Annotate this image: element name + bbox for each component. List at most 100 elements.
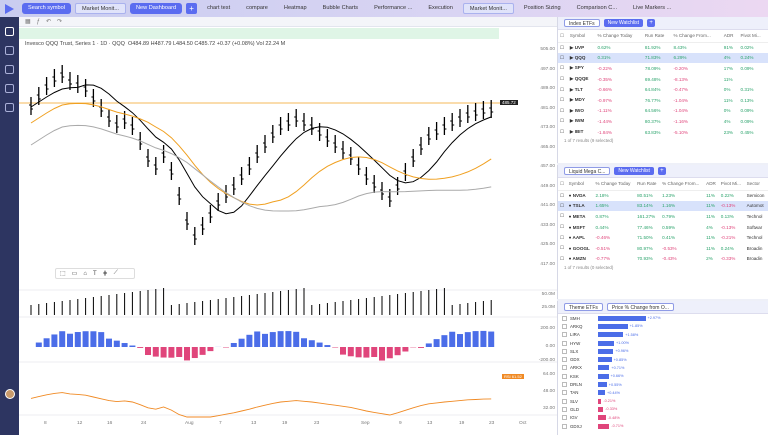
row-checkbox[interactable] <box>562 406 567 412</box>
column-header[interactable]: Symbol <box>566 178 594 191</box>
theme-row[interactable]: DRLN +0.55% <box>558 380 768 388</box>
row-checkbox[interactable]: ☐ <box>560 245 565 251</box>
tab-execution[interactable]: Execution <box>428 5 453 11</box>
row-checkbox[interactable]: ☐ <box>560 65 565 71</box>
theme-row[interactable]: ARKQ +1.85% <box>558 322 768 330</box>
theme-list-selector[interactable]: Theme ETFs <box>564 303 603 311</box>
tab-chart-test[interactable]: chart test <box>207 5 231 11</box>
tab-performance[interactable]: Performance ... <box>374 5 413 11</box>
theme-row[interactable]: SMH +2.97% <box>558 314 768 322</box>
theme-row[interactable]: LIRA +1.58% <box>558 331 768 339</box>
theme-row[interactable]: KSK +0.66% <box>558 372 768 380</box>
table-row[interactable]: ☐ ● AAPL -0.46% 71.50% 0.41% 11% -0.21% Technol <box>558 232 768 243</box>
search-symbol-button[interactable]: Search symbol <box>22 3 71 14</box>
settings-icon[interactable] <box>5 103 14 112</box>
row-checkbox[interactable] <box>562 415 567 421</box>
watchlist-selector-2[interactable]: Liquid Mega C... <box>564 167 611 175</box>
row-checkbox[interactable]: ☐ <box>560 97 565 103</box>
column-header[interactable]: % Change Today <box>593 178 636 191</box>
column-header[interactable]: ADR <box>721 30 739 43</box>
row-checkbox[interactable] <box>562 382 567 388</box>
row-checkbox[interactable]: ☐ <box>560 192 565 198</box>
column-header[interactable]: Sector <box>744 178 768 191</box>
theme-row[interactable]: IGV -0.48% <box>558 414 768 422</box>
table-row[interactable]: ☐ ● META 0.87% 161.27% 0.79% 11% 0.13% Technol <box>558 211 768 222</box>
row-checkbox[interactable] <box>562 315 567 321</box>
calendar-icon[interactable] <box>5 65 14 74</box>
row-checkbox[interactable]: ☐ <box>560 213 565 219</box>
row-checkbox[interactable] <box>562 332 567 338</box>
table-row[interactable]: ☐ ▶ UVP 0.62% 81.92% 8.43% 91% 0.02% <box>558 42 768 53</box>
add-button-2[interactable]: + <box>657 167 666 175</box>
theme-row[interactable]: GDXJ -0.71% <box>558 422 768 430</box>
rect-tool-icon[interactable]: ▭ <box>71 271 78 277</box>
tab-comparison[interactable]: Comparison C... <box>576 5 618 11</box>
row-checkbox[interactable]: ☐ <box>558 52 568 64</box>
column-header[interactable]: % Change From... <box>660 178 705 191</box>
tab-market-monitor-2[interactable]: Market Monit... <box>462 3 514 14</box>
table-row[interactable]: ☐ ▶ QQQ 0.31% 71.83% 6.29% 4% 0.24% <box>558 52 768 64</box>
row-checkbox[interactable]: ☐ <box>560 129 565 135</box>
column-header[interactable]: ADR <box>704 178 719 191</box>
column-header[interactable]: Symbol <box>567 30 596 43</box>
theme-row[interactable]: SLX +0.96% <box>558 347 768 355</box>
row-checkbox[interactable] <box>562 373 567 379</box>
grid-icon[interactable]: ▦ <box>25 19 31 25</box>
table-row[interactable]: ☐ ▶ IWM -1.44% 80.37% -1.16% 4% 0.09% <box>558 116 768 127</box>
row-checkbox[interactable] <box>562 365 567 371</box>
row-checkbox[interactable]: ☐ <box>558 200 567 212</box>
text-tool-icon[interactable]: T <box>92 270 97 277</box>
row-checkbox[interactable] <box>562 357 567 363</box>
add-button[interactable]: + <box>647 19 656 27</box>
layout-icon[interactable] <box>5 46 14 55</box>
undo-icon[interactable]: ↶ <box>46 19 52 25</box>
alert-icon[interactable] <box>5 84 14 93</box>
row-checkbox[interactable]: ☐ <box>560 224 565 230</box>
row-checkbox[interactable]: ☐ <box>560 118 565 124</box>
table-row[interactable]: ☐ ▶ QQQE -0.35% 69.48% -8.13% 11% <box>558 74 768 85</box>
tab-live-markers[interactable]: Live Markers ... <box>633 5 672 11</box>
column-header[interactable]: % Change From... <box>671 30 722 43</box>
row-checkbox[interactable]: ☐ <box>560 44 565 50</box>
row-checkbox[interactable] <box>562 390 567 396</box>
column-header[interactable]: Run Rate <box>635 178 661 191</box>
row-checkbox[interactable]: ☐ <box>560 86 565 92</box>
new-dashboard-button[interactable]: New Dashboard <box>130 3 183 14</box>
tab-position-sizing[interactable]: Position Sizing <box>523 5 561 11</box>
theme-row[interactable]: ARKX +0.71% <box>558 364 768 372</box>
column-header[interactable]: Pivot Mi... <box>718 178 745 191</box>
fib-tool-icon[interactable]: ⋕ <box>102 271 108 277</box>
table-row[interactable]: ☐ ▶ IWO -1.11% 64.56% -1.04% 0% 0.09% <box>558 106 768 117</box>
row-checkbox[interactable] <box>562 323 567 329</box>
redo-icon[interactable]: ↷ <box>57 19 63 25</box>
row-checkbox[interactable] <box>562 398 567 404</box>
watchlist-selector[interactable]: Index ETFs <box>564 19 600 27</box>
table-row[interactable]: ☐ ● GOOGL -0.51% 80.97% -0.53% 11% 0.24% Broadi… <box>558 243 768 254</box>
row-checkbox[interactable]: ☐ <box>560 107 565 113</box>
table-row[interactable]: ☐ ▶ TLT -0.66% 64.84% -0.47% 0% 0.31% <box>558 84 768 95</box>
row-checkbox[interactable] <box>562 423 567 429</box>
select-all-checkbox[interactable]: ☐ <box>558 178 567 191</box>
table-row[interactable]: ☐ ● AMZN -0.77% 70.93% -0.43% 2% -0.33% Broadin <box>558 254 768 265</box>
user-avatar[interactable] <box>5 389 15 399</box>
tab-market-monitor-1[interactable]: Market Monit... <box>75 3 126 14</box>
add-tab-button[interactable]: + <box>186 3 198 14</box>
tab-heatmap[interactable]: Heatmap <box>283 5 307 11</box>
theme-row[interactable]: GLD -0.33% <box>558 405 768 413</box>
row-checkbox[interactable]: ☐ <box>560 76 565 82</box>
tab-compare[interactable]: compare <box>246 5 268 11</box>
select-tool-icon[interactable]: ⬚ <box>60 271 66 277</box>
row-checkbox[interactable] <box>562 348 567 354</box>
metric-selector[interactable]: Price % Change from O... <box>606 303 674 311</box>
row-checkbox[interactable]: ☐ <box>560 234 565 240</box>
theme-row[interactable]: TAN +0.44% <box>558 389 768 397</box>
row-checkbox[interactable] <box>562 340 567 346</box>
theme-row[interactable]: HYW +1.00% <box>558 339 768 347</box>
column-header[interactable]: Pivot Mi... <box>738 30 768 43</box>
theme-row[interactable]: GDX +0.85% <box>558 355 768 363</box>
note-tool-icon[interactable]: ⌂ <box>83 270 87 277</box>
indicator-icon[interactable]: ƒ <box>36 18 41 25</box>
line-tool-icon[interactable]: ⟋ <box>113 270 118 276</box>
dashboard-icon[interactable] <box>5 27 14 36</box>
row-checkbox[interactable]: ☐ <box>560 255 565 261</box>
